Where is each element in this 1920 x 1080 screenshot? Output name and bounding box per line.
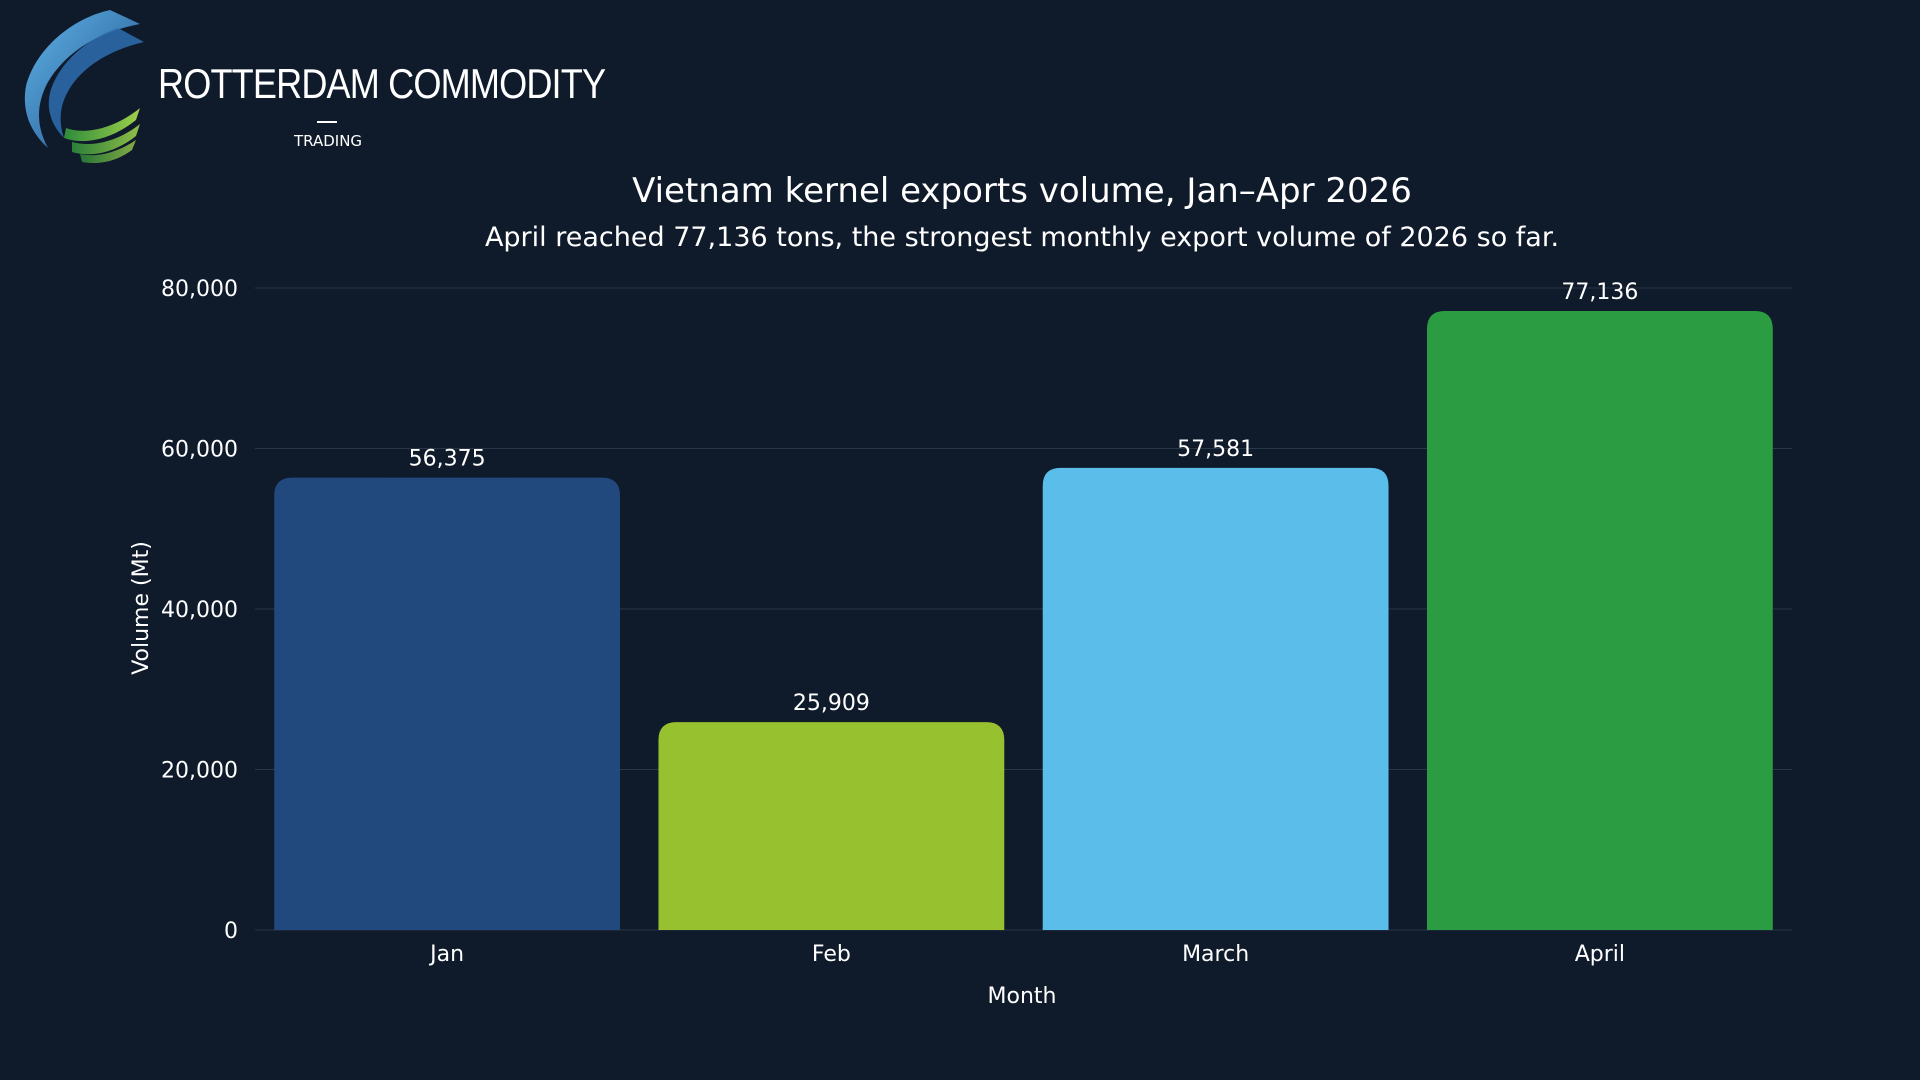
x-tick-label: April [1575,942,1625,967]
brand-divider [317,121,337,123]
bar-feb [658,722,1005,930]
chart-title: Vietnam kernel exports volume, Jan–Apr 2… [632,171,1412,211]
bars [274,310,1773,930]
y-axis-ticks: 0 20,000 40,000 60,000 80,000 [161,277,238,944]
value-label: 77,136 [1561,280,1638,305]
x-axis-label: Month [988,984,1057,1009]
brand-tagline: TRADING [294,132,363,150]
y-axis-label: Volume (Mt) [129,541,154,675]
y-tick-label: 40,000 [161,598,238,623]
y-tick-label: 60,000 [161,438,238,463]
x-tick-label: Jan [428,942,464,967]
swoosh-logo-icon [24,10,144,163]
brand-name: ROTTERDAM COMMODITY [158,60,606,107]
value-label: 56,375 [409,447,486,472]
brand-logo: ROTTERDAM COMMODITY TRADING [18,8,606,168]
x-axis-ticks: Jan Feb March April [428,942,1625,967]
y-tick-label: 80,000 [161,277,238,302]
bar-march [1042,467,1389,930]
chart-subtitle: April reached 77,136 tons, the strongest… [485,222,1559,253]
value-labels: 56,375 25,909 57,581 77,136 [409,280,1639,716]
value-label: 25,909 [793,691,870,716]
x-tick-label: Feb [812,942,851,967]
x-tick-label: March [1182,942,1249,967]
y-tick-label: 0 [224,919,238,944]
y-tick-label: 20,000 [161,759,238,784]
bar-april [1426,310,1773,930]
value-label: 57,581 [1177,437,1254,462]
bar-jan [274,477,621,930]
